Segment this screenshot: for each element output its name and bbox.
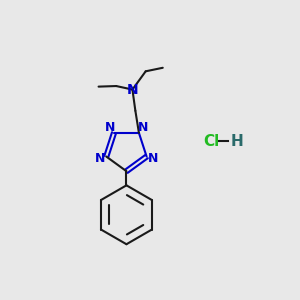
Text: N: N (148, 152, 158, 165)
Text: N: N (95, 152, 105, 165)
Text: N: N (105, 121, 116, 134)
Text: N: N (127, 82, 138, 97)
Text: Cl: Cl (203, 134, 219, 149)
Text: H: H (231, 134, 244, 149)
Text: N: N (137, 121, 148, 134)
